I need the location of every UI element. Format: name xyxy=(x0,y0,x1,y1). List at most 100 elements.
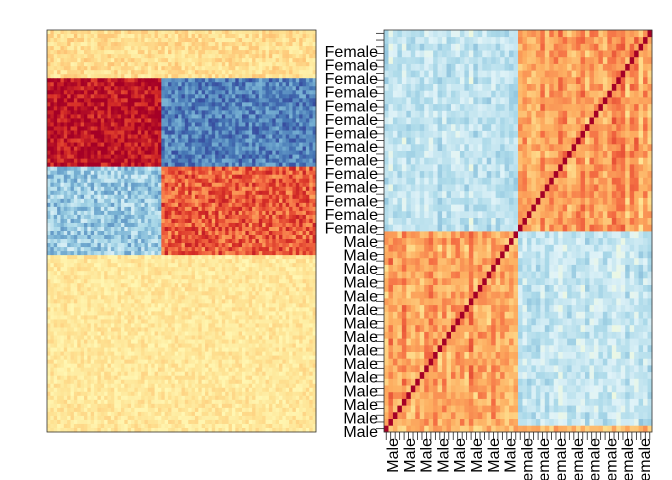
heatmap-cell xyxy=(73,42,78,47)
heatmap-cell xyxy=(80,102,85,107)
heatmap-cell xyxy=(282,275,287,280)
heatmap-cell xyxy=(90,190,95,196)
heatmap-cell xyxy=(171,154,176,160)
heatmap-cell xyxy=(127,66,132,71)
heatmap-cell xyxy=(141,174,145,180)
heatmap-cell xyxy=(285,98,290,103)
heatmap-cell xyxy=(309,150,314,156)
heatmap-cell xyxy=(60,110,65,115)
heatmap-cell xyxy=(262,134,266,139)
heatmap-cell xyxy=(94,46,98,51)
heatmap-cell xyxy=(198,86,203,91)
heatmap-cell xyxy=(215,94,219,99)
heatmap-cell xyxy=(164,263,169,268)
heatmap-cell xyxy=(228,263,233,268)
heatmap-cell xyxy=(144,102,149,107)
heatmap-cell xyxy=(302,42,307,47)
heatmap-cell xyxy=(238,186,243,192)
heatmap-cell xyxy=(161,247,166,252)
heatmap-cell xyxy=(154,86,159,91)
heatmap-cell xyxy=(262,263,266,268)
heatmap-cell xyxy=(168,38,172,43)
heatmap-cell xyxy=(94,66,98,71)
heatmap-cell xyxy=(171,78,176,83)
heatmap-cell xyxy=(268,198,273,204)
heatmap-cell xyxy=(302,82,307,87)
heatmap-cell xyxy=(279,275,283,280)
heatmap-cell xyxy=(157,142,162,147)
heatmap-cell xyxy=(211,235,216,240)
heatmap-cell xyxy=(70,218,75,224)
heatmap-cell xyxy=(312,134,317,139)
heatmap-cell xyxy=(262,235,266,240)
heatmap-cell xyxy=(147,218,152,224)
heatmap-cell xyxy=(63,166,68,172)
heatmap-cell xyxy=(80,134,85,139)
heatmap-cell xyxy=(225,275,229,280)
heatmap-cell xyxy=(131,146,135,151)
heatmap-cell xyxy=(137,247,142,252)
heatmap-cell xyxy=(248,231,253,236)
heatmap-cell xyxy=(127,174,132,180)
heatmap-cell xyxy=(181,122,186,127)
heatmap-cell xyxy=(168,150,172,156)
heatmap-cell xyxy=(114,182,119,188)
heatmap-cell xyxy=(248,110,253,115)
heatmap-cell xyxy=(157,178,162,184)
heatmap-cell xyxy=(104,239,108,244)
heatmap-cell xyxy=(90,74,95,79)
heatmap-cell xyxy=(302,130,307,135)
heatmap-cell xyxy=(164,271,169,276)
heatmap-cell xyxy=(73,94,78,99)
heatmap-cell xyxy=(292,150,297,156)
heatmap-cell xyxy=(309,243,314,248)
heatmap-cell xyxy=(120,214,125,220)
heatmap-cell xyxy=(137,90,142,95)
heatmap-cell xyxy=(87,271,92,276)
heatmap-cell xyxy=(312,82,317,87)
heatmap-cell xyxy=(94,162,98,168)
heatmap-cell xyxy=(131,174,135,180)
heatmap-cell xyxy=(289,30,293,35)
heatmap-cell xyxy=(117,34,122,39)
heatmap-cell xyxy=(225,174,229,180)
heatmap-cell xyxy=(228,194,233,200)
heatmap-cell xyxy=(279,146,283,151)
heatmap-cell xyxy=(137,106,142,111)
heatmap-cell xyxy=(292,263,297,268)
heatmap-cell xyxy=(279,158,283,164)
heatmap-cell xyxy=(147,134,152,139)
heatmap-cell xyxy=(147,267,152,272)
heatmap-cell xyxy=(178,110,182,115)
heatmap-cell xyxy=(60,134,65,139)
heatmap-cell xyxy=(80,146,85,151)
heatmap-cell xyxy=(299,218,303,224)
heatmap-cell xyxy=(295,142,300,147)
heatmap-cell xyxy=(161,275,166,280)
heatmap-cell xyxy=(295,34,300,39)
heatmap-cell xyxy=(302,158,307,164)
heatmap-cell xyxy=(171,150,176,156)
heatmap-cell xyxy=(265,247,270,252)
heatmap-cell xyxy=(104,154,108,160)
heatmap-cell xyxy=(268,194,273,200)
heatmap-cell xyxy=(77,126,82,131)
heatmap-cell xyxy=(147,150,152,156)
heatmap-cell xyxy=(174,94,179,99)
heatmap-cell xyxy=(120,98,125,103)
heatmap-cell xyxy=(292,86,297,91)
heatmap-cell xyxy=(171,62,176,67)
heatmap-cell xyxy=(285,243,290,248)
heatmap-cell xyxy=(198,114,203,119)
heatmap-cell xyxy=(137,259,142,264)
heatmap-cell xyxy=(63,263,68,268)
heatmap-cell xyxy=(104,210,108,216)
heatmap-cell xyxy=(255,194,260,200)
heatmap-cell xyxy=(292,106,297,111)
heatmap-cell xyxy=(292,94,297,99)
heatmap-cell xyxy=(137,138,142,143)
heatmap-cell xyxy=(299,214,303,220)
heatmap-cell xyxy=(168,46,172,51)
heatmap-cell xyxy=(235,90,240,95)
heatmap-cell xyxy=(268,182,273,188)
